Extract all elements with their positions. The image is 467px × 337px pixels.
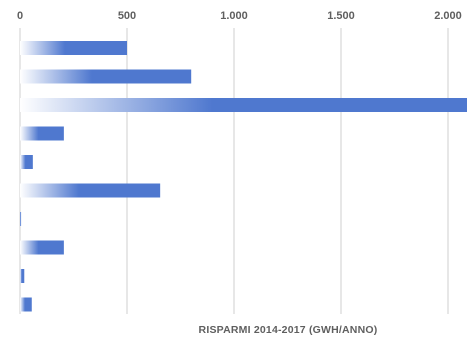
bar-3 (20, 98, 467, 112)
x-axis-title: RISPARMI 2014-2017 (GWH/ANNO) (199, 324, 378, 336)
bars (20, 41, 467, 312)
bar-6 (20, 183, 161, 198)
x-tick-labels: 0 500 1.000 1.500 2.000 (17, 10, 462, 22)
bar-9 (20, 269, 25, 283)
bar-7 (20, 212, 22, 226)
bar-5 (20, 155, 33, 169)
bar-1 (20, 41, 127, 55)
bar-8 (20, 240, 64, 255)
x-tick-label-4: 2.000 (434, 10, 462, 22)
bar-4 (20, 126, 64, 141)
bar-10 (20, 297, 32, 312)
x-tick-label-0: 0 (17, 10, 23, 22)
x-tick-label-3: 1.500 (327, 10, 355, 22)
bar-2 (20, 69, 192, 84)
x-tick-label-1: 500 (118, 10, 136, 22)
x-tick-label-2: 1.000 (220, 10, 248, 22)
